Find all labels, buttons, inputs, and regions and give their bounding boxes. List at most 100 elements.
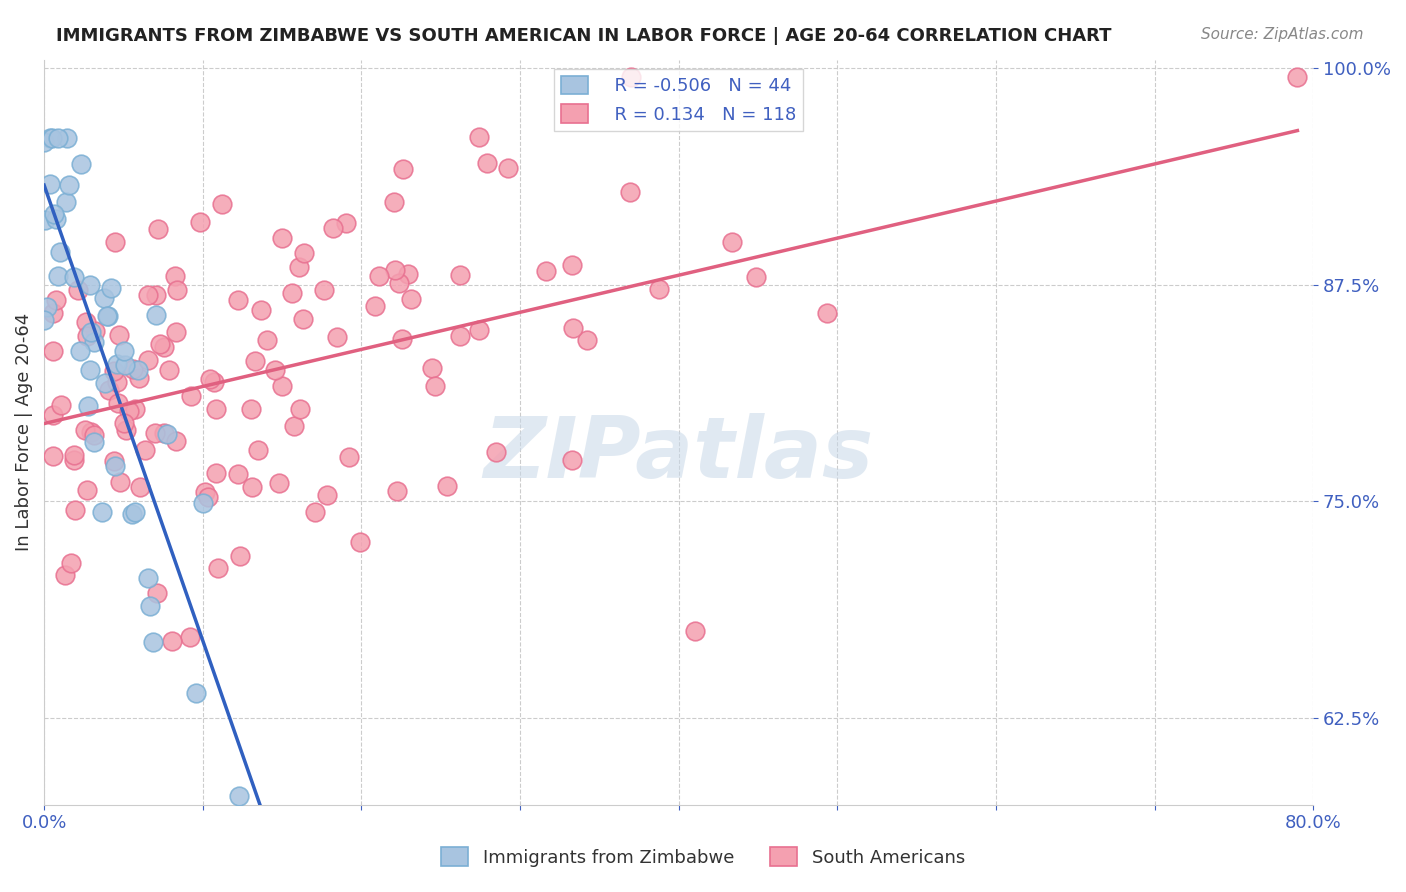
Point [166,283,188,297]
Point [815,305,838,319]
Point [107,396,129,410]
Point [145,308,167,322]
Point [534,264,557,278]
Y-axis label: In Labor Force | Age 20-64: In Labor Force | Age 20-64 [15,313,32,551]
Point [45,212,67,227]
Legend:   R = -0.506   N = 44,   R = 0.134   N = 118: R = -0.506 N = 44, R = 0.134 N = 118 [554,69,803,131]
Point [561,320,583,334]
Point [91,504,114,518]
Point [66,283,89,297]
Point [165,325,187,339]
Point [721,235,744,249]
Point [425,378,447,392]
Point [283,419,305,434]
Point [228,789,250,803]
Point [42,306,65,320]
Point [683,624,706,639]
Point [39,177,62,191]
Point [146,585,169,599]
Point [270,379,292,393]
Point [468,129,491,144]
Point [70,157,93,171]
Point [157,363,180,377]
Point [392,162,415,177]
Point [138,288,160,302]
Point [290,401,312,416]
Point [46,269,69,284]
Point [107,327,129,342]
Point [136,571,159,585]
Point [104,235,127,249]
Point [41,449,63,463]
Point [561,453,583,467]
Point [288,260,311,275]
Point [83,427,105,442]
Point [263,363,285,377]
Point [49,244,72,259]
Point [80,425,103,440]
Point [205,466,228,480]
Point [280,286,302,301]
Point [49,398,72,412]
Point [229,549,252,563]
Point [575,333,598,347]
Point [103,454,125,468]
Point [112,416,135,430]
Point [75,315,97,329]
Point [316,488,339,502]
Point [368,268,391,283]
Point [69,343,91,358]
Point [56,130,79,145]
Point [292,245,315,260]
Point [58,178,80,192]
Point [76,329,98,343]
Point [79,277,101,292]
Point [160,634,183,648]
Point [37,300,59,314]
Point [436,479,458,493]
Point [246,442,269,457]
Point [93,291,115,305]
Point [179,631,201,645]
Point [314,284,336,298]
Point [188,215,211,229]
Point [620,70,643,84]
Point [76,483,98,497]
Point [180,389,202,403]
Point [156,427,179,442]
Point [194,485,217,500]
Point [322,221,344,235]
Point [63,503,86,517]
Point [485,444,508,458]
Text: ZIPatlas: ZIPatlas [484,413,873,496]
Point [364,299,387,313]
Point [139,599,162,613]
Point [42,344,65,359]
Point [184,686,207,700]
Point [267,475,290,490]
Point [163,269,186,284]
Point [62,448,84,462]
Point [55,194,77,209]
Point [45,293,67,307]
Point [391,332,413,346]
Point [420,360,443,375]
Point [96,309,118,323]
Point [97,310,120,324]
Point [98,383,121,397]
Point [94,376,117,390]
Point [80,325,103,339]
Point [42,206,65,220]
Point [745,269,768,284]
Point [77,399,100,413]
Point [226,293,249,308]
Point [124,401,146,416]
Point [143,425,166,440]
Point [112,343,135,358]
Point [245,354,267,368]
Point [107,357,129,371]
Point [129,480,152,494]
Point [121,361,143,376]
Point [467,323,489,337]
Point [647,282,669,296]
